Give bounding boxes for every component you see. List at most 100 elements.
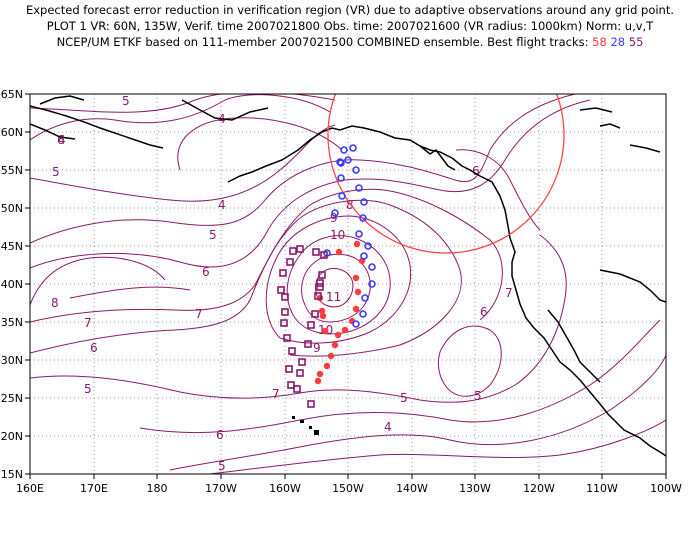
contour-label: 5 [400, 391, 408, 405]
contour-label: 9 [330, 211, 338, 225]
contour-label: 5 [209, 228, 217, 242]
x-tick-label: 120W [523, 482, 555, 495]
x-tick-label: 180 [147, 482, 168, 495]
title-line-3-text: NCEP/UM ETKF based on 111-member 2007021… [56, 35, 589, 49]
track-28-marker [340, 146, 348, 154]
track-55-marker [289, 247, 297, 255]
track-28-marker [361, 294, 369, 302]
track-55-marker [320, 251, 328, 259]
track-58-marker [316, 294, 324, 302]
track-55-marker [316, 279, 324, 287]
track-28-marker [337, 174, 345, 182]
track-55-marker [307, 400, 315, 408]
y-tick-label: 60N [1, 126, 23, 139]
track-28-marker [368, 280, 376, 288]
coastlines [30, 95, 666, 457]
contour-label: 6 [472, 164, 480, 178]
track-55-marker [316, 283, 324, 291]
contour-label: 5 [218, 459, 226, 473]
x-axis-ticks [29, 474, 667, 479]
track-55-marker [286, 258, 294, 266]
track-55-marker [283, 334, 291, 342]
contour-label: 6 [480, 305, 488, 319]
track-58-marker [323, 362, 331, 370]
track-58-marker [318, 307, 326, 315]
y-tick-label: 55N [1, 164, 23, 177]
contour-label: 8 [346, 198, 354, 212]
track-58-marker [341, 326, 349, 334]
contour-value-labels: 5 4 6 4 5 4 5 6 7 8 7 6 8 9 10 11 10 9 7… [51, 94, 513, 473]
track-58-marker [353, 240, 361, 248]
title-line-1: Expected forecast error reduction in ver… [25, 3, 675, 17]
track-58-marker [352, 274, 360, 282]
track-55-marker [293, 385, 301, 393]
track-55-marker [298, 358, 306, 366]
contour-label: 6 [57, 133, 65, 147]
contour-label: 4 [384, 420, 392, 434]
track-28-marker [352, 320, 360, 328]
y-tick-label: 25N [1, 392, 23, 405]
track-55-marker [288, 347, 296, 355]
track-28-marker [336, 158, 344, 166]
contour-label: 7 [505, 286, 513, 300]
y-tick-label: 20N [1, 430, 23, 443]
track-28-marker [344, 156, 352, 164]
track-28-marker [360, 252, 368, 260]
track-28-marker [338, 192, 346, 200]
track-55-marker [280, 319, 288, 327]
contour-label: 6 [202, 265, 210, 279]
contour-label: 5 [474, 389, 482, 403]
track-58-marker [319, 312, 327, 320]
contour-label: 10 [330, 228, 345, 242]
contour-label: 6 [216, 428, 224, 442]
contour-label: 4 [218, 198, 226, 212]
x-axis-labels: 160E 170E 180 170W 160W 150W 140W 130W 1… [16, 482, 682, 495]
track-28-marker [355, 230, 363, 238]
contour-label: 7 [84, 316, 92, 330]
track-55-marker [279, 269, 287, 277]
y-tick-label: 30N [1, 354, 23, 367]
track-55-marker [307, 321, 315, 329]
track-55-marker [304, 340, 312, 348]
track-28-marker [355, 184, 363, 192]
track-58-marker [327, 352, 335, 360]
track-55-marker [277, 286, 285, 294]
figure-header: Expected forecast error reduction in ver… [0, 0, 700, 70]
x-tick-label: 130W [459, 482, 491, 495]
y-tick-label: 65N [1, 88, 23, 101]
y-tick-label: 35N [1, 316, 23, 329]
title-line-3: NCEP/UM ETKF based on 111-member 2007021… [0, 35, 700, 49]
contour-label: 11 [326, 290, 341, 304]
x-tick-label: 170W [205, 482, 237, 495]
track-28-marker [360, 198, 368, 206]
y-axis-ticks [25, 93, 30, 475]
x-tick-label: 160W [269, 482, 301, 495]
contour-label: 5 [52, 165, 60, 179]
track-28-marker [337, 159, 345, 167]
track-55-marker [314, 292, 322, 300]
x-tick-label: 100W [650, 482, 682, 495]
track-55-label: 55 [628, 35, 644, 49]
y-tick-label: 45N [1, 240, 23, 253]
track-28-marker [352, 166, 360, 174]
track-28-marker [359, 214, 367, 222]
track-58-marker [314, 377, 322, 385]
x-tick-label: 140W [396, 482, 428, 495]
track-28-marker [349, 144, 357, 152]
track-55-marker [312, 248, 320, 256]
flight-tracks [277, 144, 376, 408]
track-55-marker [311, 310, 319, 318]
track-28-marker [359, 310, 367, 318]
y-tick-label: 15N [1, 468, 23, 481]
track-55-marker [281, 308, 289, 316]
contour-label: 5 [122, 94, 130, 108]
x-tick-label: 160E [16, 482, 44, 495]
track-55-marker [296, 245, 304, 253]
track-55-marker [281, 293, 289, 301]
track-28-label: 28 [610, 35, 626, 49]
contour-label: 7 [272, 387, 280, 401]
track-58-marker [316, 370, 324, 378]
track-58-marker [331, 341, 339, 349]
track-58-marker [334, 331, 342, 339]
